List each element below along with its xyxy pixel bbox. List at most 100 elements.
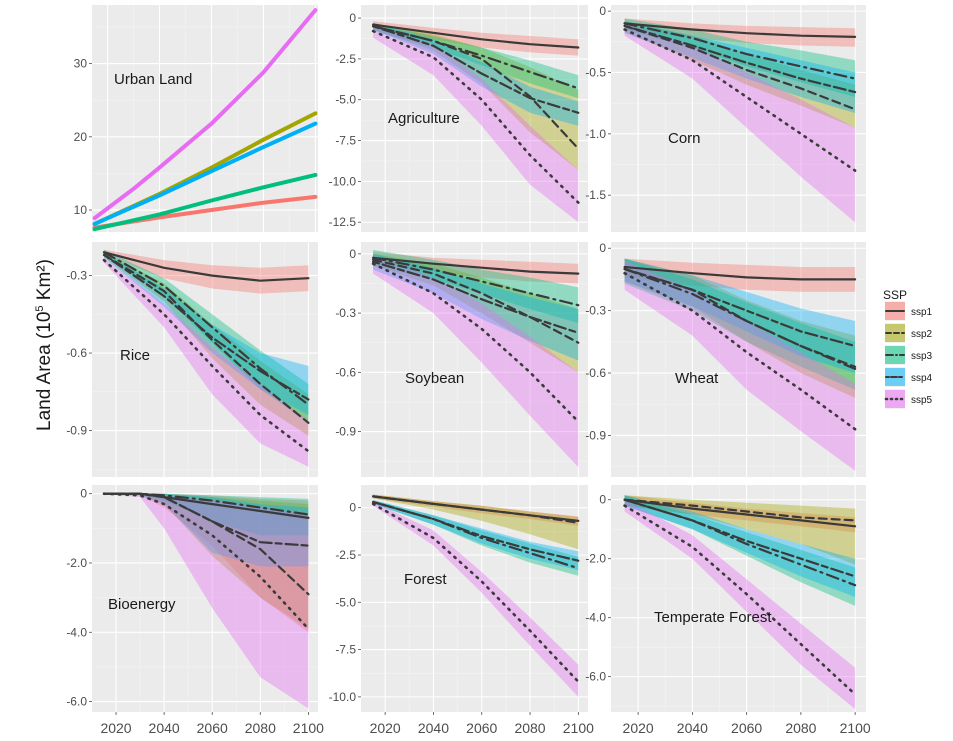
- ribbon-ssp2: [373, 253, 579, 373]
- y-tick-label: -6.0: [585, 670, 606, 684]
- panel-background: [361, 5, 588, 232]
- panel-background: [611, 242, 866, 477]
- y-tick-label: -4.0: [585, 611, 606, 625]
- line-ssp1: [372, 23, 580, 49]
- line-ssp5: [92, 8, 318, 221]
- y-axis-title-main: Land Area (10: [34, 312, 55, 431]
- x-tick-label: 2020: [370, 720, 401, 736]
- line-ssp2: [102, 253, 310, 424]
- plot-area: [623, 18, 857, 223]
- ribbon-ssp5: [624, 260, 856, 471]
- panels-layer: 10 20 30 Urban Land 0 -2.5 -5.0 -7.5 -10.0 -12.5 A…: [66, 4, 871, 736]
- panel-label-temperate-forest: Temperate Forest: [654, 609, 772, 626]
- y-tick-label: -0.6: [66, 346, 87, 360]
- panel-label-soybean: Soybean: [405, 370, 464, 387]
- y-tick-label: -0.9: [66, 424, 87, 438]
- y-tick-label: 0: [349, 501, 356, 515]
- line-ssp1: [372, 256, 580, 275]
- ribbon-ssp3: [624, 258, 856, 390]
- y-tick-label: 0: [80, 487, 87, 501]
- ribbon-ssp5: [104, 493, 309, 709]
- ribbon-ssp3: [373, 500, 579, 576]
- x-tick-label: 2100: [840, 720, 871, 736]
- y-tick-label: -0.3: [66, 269, 87, 283]
- x-tick-label: 2040: [677, 720, 708, 736]
- ribbon-ssp3: [104, 249, 309, 423]
- panel-corn: 0 -0.5 -1.0 -1.5 Corn: [585, 4, 866, 232]
- x-tick-label: 2100: [563, 720, 594, 736]
- y-tick-label: -10.0: [329, 174, 357, 188]
- y-tick-label: -2.0: [66, 556, 87, 570]
- legend-item-ssp5: ssp5: [884, 389, 933, 409]
- ribbon-ssp2: [624, 495, 856, 565]
- panel-label-urban-land: Urban Land: [114, 71, 192, 88]
- panel-wheat: 0 -0.3 -0.6 -0.9 Wheat: [585, 241, 866, 477]
- ribbon-ssp2: [624, 258, 856, 398]
- line-ssp5: [623, 504, 857, 696]
- x-tick-label: 2060: [466, 720, 497, 736]
- ribbon-ssp2: [373, 23, 579, 170]
- y-tick-label: -2.5: [335, 52, 356, 66]
- line-ssp5: [102, 492, 310, 631]
- line-ssp1: [623, 265, 857, 281]
- y-tick-label: -5.0: [335, 93, 356, 107]
- y-tick-label: -4.0: [66, 625, 87, 639]
- x-tick-label: 2080: [514, 720, 545, 736]
- x-tick-label: 2060: [197, 720, 228, 736]
- panel-background: [361, 242, 588, 477]
- panel-label-agriculture: Agriculture: [388, 110, 460, 127]
- y-tick-label: -0.3: [585, 304, 606, 318]
- line-ssp5: [371, 262, 580, 423]
- y-tick-label: 10: [74, 203, 88, 217]
- legend-label-ssp3: ssp3: [911, 351, 933, 362]
- y-tick-label: -1.5: [585, 188, 606, 202]
- panel-label-wheat: Wheat: [675, 370, 719, 387]
- y-axis-title: Land Area (105 Km²): [34, 259, 55, 431]
- y-tick-label: -0.3: [335, 306, 356, 320]
- y-tick-label: -5.0: [335, 595, 356, 609]
- x-tick-label: 2020: [623, 720, 654, 736]
- y-tick-label: -6.0: [66, 695, 87, 709]
- line-ssp4: [372, 260, 580, 334]
- panel-bioenergy: 0 -2.0 -4.0 -6.0 2020 2040 2060 2080 2100 Bioener…: [66, 485, 324, 736]
- ribbon-ssp1: [104, 249, 309, 294]
- panel-label-bioenergy: Bioenergy: [108, 596, 176, 613]
- legend-item-ssp1: ssp1: [885, 301, 933, 321]
- panel-background: [92, 5, 318, 232]
- y-tick-label: -0.6: [335, 365, 356, 379]
- x-tick-label: 2040: [418, 720, 449, 736]
- panel-label-forest: Forest: [404, 571, 447, 588]
- ribbon-ssp4: [373, 253, 579, 361]
- y-tick-label: -1.0: [585, 127, 606, 141]
- plot-area: [623, 495, 857, 710]
- plot-area: [371, 249, 580, 468]
- panel-rice: -0.3 -0.6 -0.9 Rice: [66, 242, 318, 477]
- legend-label-ssp4: ssp4: [911, 373, 933, 384]
- line-ssp1: [623, 22, 857, 38]
- line-ssp3: [623, 22, 857, 80]
- plot-area: [92, 8, 318, 232]
- line-ssp4: [102, 492, 310, 547]
- line-ssp5: [371, 29, 580, 204]
- ribbon-ssp5: [624, 23, 856, 223]
- ribbon-ssp5: [624, 499, 856, 710]
- ribbon-ssp4: [624, 495, 856, 597]
- y-tick-label: 30: [74, 57, 88, 71]
- line-ssp5: [623, 28, 857, 172]
- ribbon-ssp5: [373, 255, 579, 468]
- line-ssp3: [372, 25, 580, 90]
- line-ssp1: [623, 498, 857, 528]
- line-ssp1: [102, 251, 310, 282]
- y-tick-label: -0.6: [585, 366, 606, 380]
- ribbon-ssp3: [624, 495, 856, 606]
- y-tick-label: -12.5: [329, 215, 357, 229]
- ribbon-ssp3: [104, 493, 309, 536]
- plot-area: [623, 258, 857, 471]
- line-ssp2: [372, 495, 580, 524]
- y-tick-label: -7.5: [335, 134, 356, 148]
- line-ssp5: [371, 502, 580, 683]
- y-tick-label: -0.9: [335, 425, 356, 439]
- plot-area: [102, 249, 310, 467]
- line-ssp4: [92, 121, 318, 226]
